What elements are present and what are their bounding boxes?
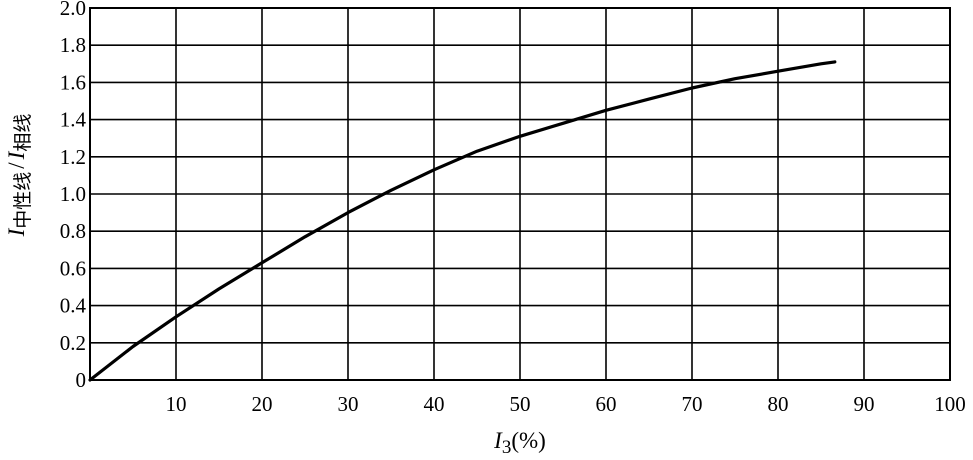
x-tick-label: 40 [424,392,445,416]
series-layer [88,60,837,382]
x-tick-label: 20 [252,392,273,416]
x-tick-label: 60 [596,392,617,416]
y-tick-label: 0.8 [60,219,86,243]
x-tick-labels: 10 20 30 40 50 60 70 80 90 100 [166,392,966,416]
y-tick-label: 0.4 [60,294,87,318]
y-axis-label: I中性线/I相线 [4,114,34,238]
y-tick-labels: 0 0.2 0.4 0.6 0.8 1.0 1.2 1.4 1.6 1.8 2.0 [60,0,87,392]
y-tick-label: 0 [76,368,87,392]
grid [89,7,951,381]
y-tick-label: 0.2 [60,331,86,355]
x-tick-label: 50 [510,392,531,416]
x-axis-label: I3(%) [493,428,546,458]
y-tick-label: 1.6 [60,70,86,94]
y-tick-label: 1.0 [60,182,86,206]
x-tick-label: 30 [338,392,359,416]
x-tick-label: 10 [166,392,187,416]
y-tick-label: 2.0 [60,0,86,20]
series-line [88,60,837,382]
y-tick-label: 1.4 [60,108,87,132]
y-tick-label: 0.6 [60,256,86,280]
x-tick-label: 100 [934,392,966,416]
y-tick-label: 1.8 [60,33,86,57]
plot-frame [89,7,951,381]
x-tick-label: 80 [768,392,789,416]
x-tick-label: 70 [682,392,703,416]
x-tick-label: 90 [854,392,875,416]
y-tick-label: 1.2 [60,145,86,169]
